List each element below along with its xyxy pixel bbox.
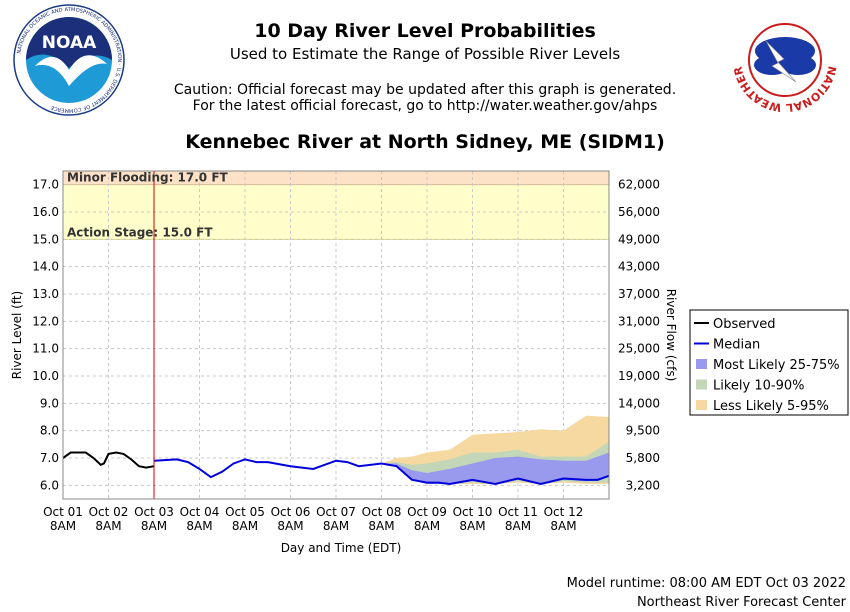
x-tick-time-label: 8AM xyxy=(277,519,303,533)
y2-tick-label: 49,000 xyxy=(618,232,660,246)
legend-label: Likely 10-90% xyxy=(713,379,804,394)
page-title: 10 Day River Level Probabilities xyxy=(254,20,596,42)
y2-tick-label: 56,000 xyxy=(618,205,660,219)
y2-tick-label: 25,000 xyxy=(618,342,660,356)
y-tick-label: 15.0 xyxy=(32,232,59,246)
plot-frame xyxy=(62,170,610,500)
x-tick-time-label: 8AM xyxy=(414,519,440,533)
legend-swatch xyxy=(696,379,707,390)
x-tick-label: Oct 03 xyxy=(134,505,174,519)
x-tick-time-label: 8AM xyxy=(141,519,167,533)
y2-tick-label: 5,800 xyxy=(626,451,660,465)
x-tick-time-label: 8AM xyxy=(323,519,349,533)
x-tick-label: Oct 06 xyxy=(271,505,311,519)
y2-tick-label: 43,000 xyxy=(618,260,660,274)
y-tick-label: 6.0 xyxy=(40,478,59,492)
x-tick-time-label: 8AM xyxy=(50,519,76,533)
x-axis-label: Day and Time (EDT) xyxy=(281,541,402,555)
legend-label: Median xyxy=(713,338,760,353)
nws-logo-icon: NATIONAL WEATHER SERVICE xyxy=(730,3,840,115)
y-tick-label: 14.0 xyxy=(32,260,59,274)
y-tick-label: 13.0 xyxy=(32,287,59,301)
x-tick-label: Oct 05 xyxy=(225,505,265,519)
y-tick-label: 12.0 xyxy=(32,314,59,328)
page-subtitle: Used to Estimate the Range of Possible R… xyxy=(229,45,621,63)
x-tick-label: Oct 09 xyxy=(407,505,447,519)
caution-line: Caution: Official forecast may be update… xyxy=(173,82,677,98)
x-tick-label: Oct 11 xyxy=(498,505,538,519)
legend-label: Observed xyxy=(713,317,776,332)
x-tick-time-label: 8AM xyxy=(550,519,576,533)
chart-legend: Observed Median Most Likely 25-75% Likely 1… xyxy=(689,309,849,416)
y2-tick-label: 9,500 xyxy=(626,424,660,438)
noaa-logo-text: NOAA xyxy=(42,33,97,53)
legend-swatch xyxy=(696,359,707,369)
y-tick-label: 16.0 xyxy=(32,205,59,219)
y-tick-label: 10.0 xyxy=(32,369,59,383)
x-tick-label: Oct 10 xyxy=(453,505,493,519)
action-stage-label: Action Stage: 15.0 FT xyxy=(67,225,213,239)
y-tick-label: 8.0 xyxy=(40,424,59,438)
x-tick-label: Oct 12 xyxy=(544,505,584,519)
y2-tick-label: 31,000 xyxy=(618,314,660,328)
legend-label: Less Likely 5-95% xyxy=(713,399,829,414)
y2-tick-label: 62,000 xyxy=(618,178,660,192)
observed-line xyxy=(62,451,155,469)
legend-label: Most Likely 25-75% xyxy=(713,358,840,373)
band-25-75 xyxy=(381,452,609,484)
x-tick-label: Oct 07 xyxy=(316,505,356,519)
forecast-office: Northeast River Forecast Center xyxy=(636,595,846,610)
minor-flood-label: Minor Flooding: 17.0 FT xyxy=(67,171,229,185)
y2-tick-label: 14,000 xyxy=(618,396,660,410)
y-tick-label: 11.0 xyxy=(32,342,59,356)
station-title: Kennebec River at North Sidney, ME (SIDM… xyxy=(185,131,665,153)
x-tick-label: Oct 04 xyxy=(180,505,220,519)
legend-swatch xyxy=(696,400,707,410)
x-tick-time-label: 8AM xyxy=(232,519,258,533)
forecast-link-line[interactable]: For the latest official forecast, go to … xyxy=(192,98,658,114)
y2-tick-label: 37,000 xyxy=(618,287,660,301)
x-tick-time-label: 8AM xyxy=(368,519,394,533)
x-tick-time-label: 8AM xyxy=(95,519,121,533)
y-tick-label: 17.0 xyxy=(32,178,59,192)
x-tick-time-label: 8AM xyxy=(186,519,212,533)
legend-box xyxy=(689,309,849,416)
x-tick-label: Oct 08 xyxy=(362,505,402,519)
model-runtime: Model runtime: 08:00 AM EDT Oct 03 2022 xyxy=(566,576,846,591)
y2-tick-label: 19,000 xyxy=(618,369,660,383)
noaa-logo-icon: NOAA NATIONAL OCEANIC AND ATMOSPHERIC AD… xyxy=(13,4,125,116)
y2-axis-label: River Flow (cfs) xyxy=(664,289,678,382)
y2-tick-label: 3,200 xyxy=(626,478,660,492)
x-tick-time-label: 8AM xyxy=(459,519,485,533)
x-tick-label: Oct 02 xyxy=(89,505,129,519)
x-tick-label: Oct 01 xyxy=(43,505,83,519)
median-line xyxy=(153,458,610,485)
y-tick-label: 9.0 xyxy=(40,396,59,410)
x-tick-time-label: 8AM xyxy=(505,519,531,533)
y-tick-label: 7.0 xyxy=(40,451,59,465)
y-axis-label: River Level (ft) xyxy=(10,291,24,379)
